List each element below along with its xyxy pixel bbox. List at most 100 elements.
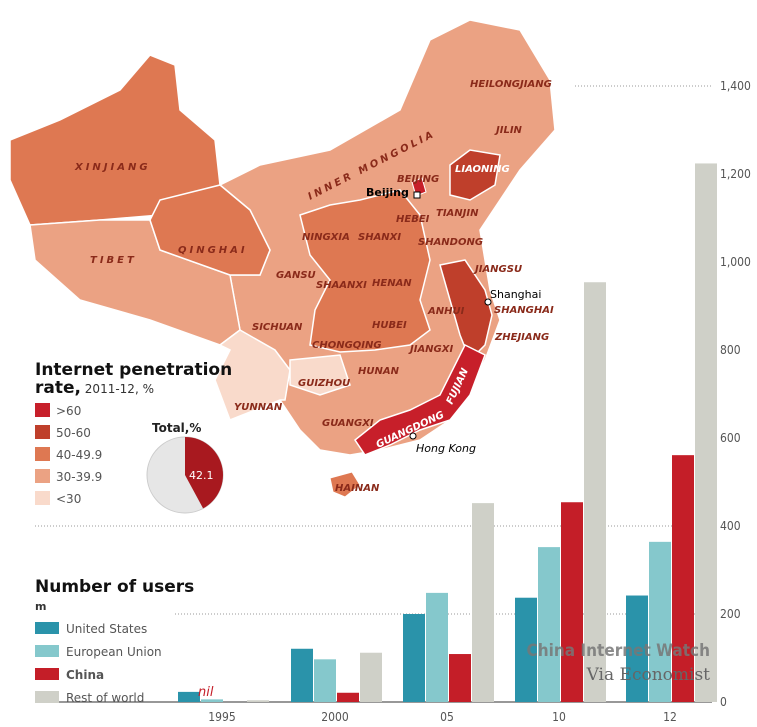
region-liaoning	[449, 149, 501, 201]
series-swatch	[35, 668, 59, 680]
province-label-beijing: BEIJING	[397, 174, 439, 185]
bar-united-states-1995	[178, 691, 200, 702]
region-central	[299, 189, 431, 353]
province-label-shanxi: SHANXI	[358, 232, 401, 243]
province-label-sichuan: SICHUAN	[252, 322, 303, 333]
city-label: Shanghai	[490, 288, 541, 301]
x-tick-label: 2000	[321, 710, 349, 724]
y-tick-label: 0	[720, 695, 727, 709]
province-label-shaanxi: SHAANXI	[316, 280, 367, 291]
region-qinghai	[149, 184, 271, 276]
region-hainan	[329, 471, 361, 498]
pie-china-slice	[185, 437, 223, 509]
province-label-heilongjiang: HEILONGJIANG	[470, 79, 552, 90]
bar-rest-of-world-2000	[360, 652, 382, 702]
legend-label: 30-39.9	[56, 470, 102, 484]
province-label-tibet: TIBET	[90, 255, 137, 266]
province-label-chongqing: CHONGQING	[312, 340, 382, 351]
province-label-hubei: HUBEI	[372, 320, 407, 331]
bar-rest-of-world-10	[584, 282, 606, 702]
total-pie: 42.1	[146, 436, 224, 514]
y-tick-label: 200	[720, 607, 741, 621]
region-yunnan	[214, 329, 291, 421]
x-tick-label: 05	[440, 710, 454, 724]
bar-european-union-2000	[314, 659, 336, 702]
users-chart: 0 200 400 600 800 1,000 1,200 1,400 1995 2000 05 1…	[35, 79, 751, 724]
bar-european-union-12	[649, 541, 671, 702]
province-label-yunnan: YUNNAN	[234, 402, 283, 413]
penetration-legend: Internet penetration rate, 2011-12, % >6…	[35, 360, 232, 514]
series-swatch	[35, 622, 59, 634]
bar-united-states-05	[403, 614, 425, 702]
province-label-qinghai: QINGHAI	[178, 245, 248, 256]
bar-china-12	[672, 455, 694, 702]
bar-european-union-10	[538, 547, 560, 702]
bar-united-states-2000	[291, 648, 313, 702]
legend-label: 50-60	[56, 426, 91, 440]
province-label-jiangxi: JIANGXI	[408, 344, 453, 355]
legend-subtitle: rate, 2011-12, %	[35, 378, 154, 398]
x-tick-label: 12	[663, 710, 677, 724]
province-label-guangxi: GUANGXI	[322, 418, 374, 429]
province-label-shanghai: SHANGHAI	[494, 305, 554, 316]
city-marker	[409, 432, 417, 440]
series-legend-label: United States	[66, 622, 147, 636]
province-label-ningxia: NINGXIA	[302, 232, 350, 243]
series-swatch	[35, 645, 59, 657]
y-tick-label: 800	[720, 343, 741, 357]
bar-rest-of-world-05	[472, 503, 494, 702]
province-label-shandong: SHANDONG	[418, 237, 483, 248]
legend-swatch	[35, 491, 50, 505]
province-label-gansu: GANSU	[276, 270, 316, 281]
legend-swatch	[35, 469, 50, 483]
watermark-source: Via Economist	[586, 665, 711, 685]
province-label-hebei: HEBEI	[396, 214, 430, 225]
region-fujian-guangdong	[353, 343, 486, 456]
y-tick-label: 400	[720, 519, 741, 533]
pie-title: Total,%	[152, 421, 201, 435]
legend-swatch	[35, 447, 50, 461]
legend-swatch	[35, 403, 50, 417]
nil-annotation: nil	[198, 685, 214, 700]
province-label-tianjin: TIANJIN	[436, 208, 479, 219]
province-label-xinjiang: XINJIANG	[74, 162, 151, 173]
province-label-hunan: HUNAN	[358, 366, 400, 377]
region-guizhou	[289, 354, 351, 396]
y-tick-label: 1,400	[720, 79, 751, 93]
province-label-jiangsu: JIANGSU	[473, 264, 522, 275]
y-tick-label: 1,200	[720, 167, 751, 181]
bar-china-10	[561, 502, 583, 702]
bar-european-union-05	[426, 592, 448, 702]
legend-label: <30	[56, 492, 81, 506]
bar-rest-of-world-1995	[247, 700, 269, 702]
legend-swatch	[35, 425, 50, 439]
legend-title: Internet penetration	[35, 360, 232, 380]
bar-china-2000	[337, 692, 359, 702]
y-tick-label: 1,000	[720, 255, 751, 269]
watermark: China Internet Watch Via Economist	[527, 641, 711, 685]
city-hong-kong: Hong Kong	[409, 432, 476, 455]
series-legend-label: China	[66, 668, 104, 682]
series-swatch	[35, 691, 59, 703]
y-tick-label: 600	[720, 431, 741, 445]
province-label-anhui: ANHUI	[427, 306, 465, 317]
province-label-jilin: JILIN	[494, 125, 523, 136]
region-jiangsu-zhejiang	[439, 259, 493, 362]
province-label-henan: HENAN	[372, 278, 412, 289]
city-shanghai: Shanghai	[484, 288, 541, 306]
province-label-guizhou: GUIZHOU	[298, 378, 350, 389]
bar-european-union-1995	[201, 699, 223, 702]
legend-label: >60	[56, 404, 81, 418]
x-tick-label: 10	[552, 710, 566, 724]
bar-china-05	[449, 654, 471, 702]
city-label: Hong Kong	[416, 442, 476, 455]
city-beijing: Beijing	[366, 186, 421, 199]
series-legend-label: Rest of world	[66, 691, 144, 705]
bar-united-states-12	[626, 595, 648, 702]
city-label: Beijing	[366, 186, 409, 199]
province-label-hainan: HAINAN	[335, 483, 380, 494]
series-legend-label: European Union	[66, 645, 162, 659]
bar-united-states-10	[515, 597, 537, 702]
